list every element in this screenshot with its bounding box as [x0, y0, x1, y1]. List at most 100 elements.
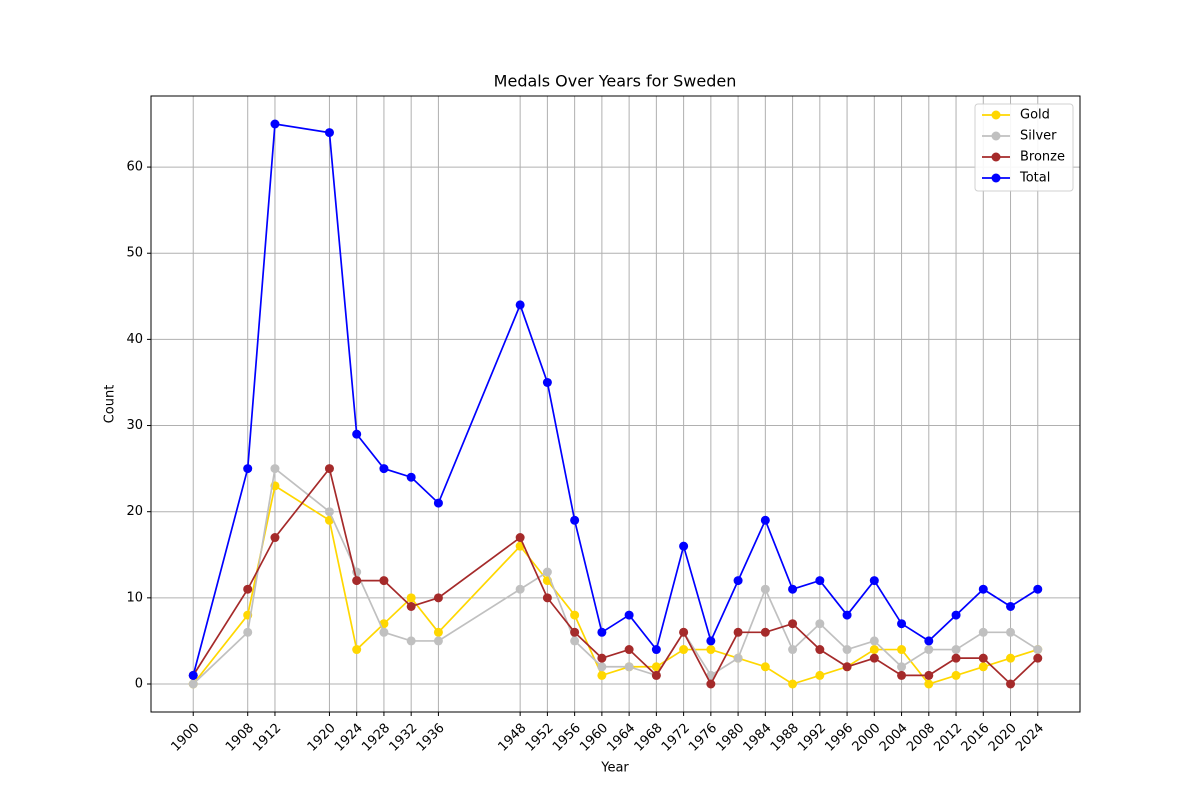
data-point [869, 636, 879, 646]
data-point [570, 515, 580, 525]
data-point [243, 464, 253, 474]
data-point [379, 576, 389, 586]
data-point [679, 645, 689, 655]
data-point [978, 662, 988, 672]
data-point [760, 584, 770, 594]
legend: Gold Silver Bronze Total [974, 103, 1074, 192]
data-point [788, 584, 798, 594]
data-point [788, 645, 798, 655]
data-point [924, 645, 934, 655]
data-point [515, 533, 525, 543]
data-point [324, 128, 334, 138]
data-point [1006, 627, 1016, 637]
data-point [924, 679, 934, 689]
data-point [788, 619, 798, 629]
data-point [570, 627, 580, 637]
data-point [842, 662, 852, 672]
data-point [433, 498, 443, 508]
data-point [1006, 601, 1016, 611]
legend-label: Bronze [1020, 150, 1065, 165]
data-point [869, 653, 879, 663]
data-point [679, 627, 689, 637]
data-point [651, 670, 661, 680]
data-point [651, 662, 661, 672]
data-point [815, 619, 825, 629]
data-point [951, 645, 961, 655]
data-point [243, 627, 253, 637]
data-point [760, 515, 770, 525]
y-tick-label: 40 [126, 332, 143, 347]
data-point [733, 576, 743, 586]
data-point [324, 507, 334, 517]
data-point [270, 119, 280, 129]
legend-label: Silver [1020, 129, 1057, 144]
data-point [433, 627, 443, 637]
y-tick-label: 10 [126, 590, 143, 605]
data-point [406, 593, 416, 603]
series-line [192, 484, 1039, 685]
data-point [788, 679, 798, 689]
legend-label: Gold [1020, 108, 1050, 123]
data-point [188, 670, 198, 680]
data-point [1033, 645, 1043, 655]
data-point [651, 645, 661, 655]
data-point [515, 300, 525, 310]
data-point [515, 584, 525, 594]
data-point [951, 610, 961, 620]
data-point [433, 636, 443, 646]
data-point [760, 627, 770, 637]
data-point [897, 619, 907, 629]
legend-label: Total [1019, 171, 1050, 186]
data-point [815, 670, 825, 680]
data-point [869, 576, 879, 586]
data-point [733, 653, 743, 663]
data-point [706, 670, 716, 680]
data-point [897, 662, 907, 672]
data-point [270, 464, 280, 474]
data-point [897, 645, 907, 655]
data-point [188, 679, 198, 689]
data-point [760, 662, 770, 672]
data-point [1033, 584, 1043, 594]
data-point [733, 627, 743, 637]
plot-frame [150, 95, 1081, 713]
legend-marker [991, 131, 1001, 141]
data-point [352, 429, 362, 439]
data-point [897, 670, 907, 680]
data-point [406, 472, 416, 482]
y-tick-label: 50 [126, 246, 143, 261]
data-point [542, 567, 552, 577]
data-point [570, 610, 580, 620]
series-line [192, 466, 1039, 686]
data-point [597, 670, 607, 680]
data-point [1006, 679, 1016, 689]
data-point [570, 636, 580, 646]
data-point [406, 601, 416, 611]
data-point [597, 662, 607, 672]
data-point [542, 377, 552, 387]
data-point [624, 662, 634, 672]
legend-marker [991, 173, 1001, 183]
data-point [379, 464, 389, 474]
series-line [192, 123, 1039, 676]
x-axis-label: Year [600, 761, 629, 776]
data-point [815, 576, 825, 586]
data-point [842, 610, 852, 620]
data-point [624, 610, 634, 620]
y-tick-label: 20 [126, 504, 143, 519]
y-axis-label: Count [103, 385, 118, 424]
data-point [815, 645, 825, 655]
data-point [978, 653, 988, 663]
data-point [406, 636, 416, 646]
data-point [842, 645, 852, 655]
data-point [924, 636, 934, 646]
data-point [706, 645, 716, 655]
y-tick-label: 60 [126, 160, 143, 175]
data-point [624, 645, 634, 655]
data-point [978, 584, 988, 594]
data-point [951, 670, 961, 680]
data-point [951, 653, 961, 663]
data-point [379, 627, 389, 637]
data-point [679, 541, 689, 551]
